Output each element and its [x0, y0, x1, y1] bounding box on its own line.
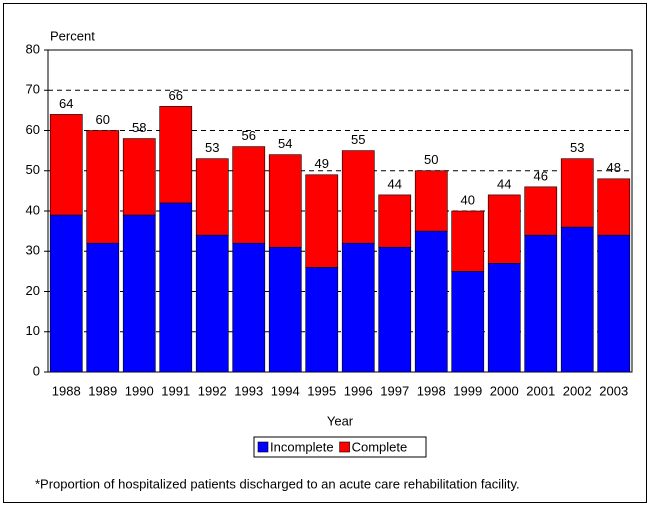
total-label: 53: [205, 140, 219, 155]
bar-segment: [86, 130, 120, 244]
total-label: 40: [461, 192, 475, 207]
y-tick-label: 80: [26, 41, 40, 56]
bar-segment: [451, 210, 485, 272]
bar-segment: [159, 106, 193, 204]
bar-segment: [378, 246, 412, 373]
total-label: 46: [534, 168, 548, 183]
plot-area: [47, 49, 633, 373]
x-tick-label: 1991: [161, 383, 190, 398]
x-tick-label: 2001: [526, 383, 555, 398]
bar-segment: [195, 158, 229, 236]
bar-segment: [414, 230, 448, 373]
bar-segment: [122, 214, 156, 373]
total-label: 60: [96, 112, 110, 127]
bar-segment: [524, 186, 558, 236]
y-tick-label: 60: [26, 122, 40, 137]
bar-segment: [341, 150, 375, 244]
total-label: 49: [315, 156, 329, 171]
x-tick-label: 1988: [52, 383, 81, 398]
x-axis-label: Year: [327, 413, 354, 428]
bar-segment: [268, 246, 302, 373]
y-tick-label: 20: [26, 283, 40, 298]
x-tick-label: 1989: [88, 383, 117, 398]
x-tick-label: 1997: [380, 383, 409, 398]
total-label: 56: [242, 128, 256, 143]
legend-label: Complete: [352, 439, 408, 454]
y-tick-label: 50: [26, 162, 40, 177]
total-label: 50: [424, 152, 438, 167]
total-label: 66: [169, 88, 183, 103]
total-label: 44: [388, 176, 402, 191]
legend-swatch: [339, 441, 350, 453]
bar-segment: [195, 234, 229, 373]
bar-segment: [49, 214, 83, 373]
bar-segment: [159, 202, 193, 373]
bar-segment: [122, 138, 156, 216]
y-tick-label: 40: [26, 202, 40, 217]
bar-segment: [560, 158, 594, 228]
total-label: 58: [132, 120, 146, 135]
bar-segment: [305, 174, 339, 268]
y-tick-label: 30: [26, 243, 40, 258]
bar-segment: [341, 242, 375, 373]
bar-segment: [560, 226, 594, 373]
x-tick-label: 1996: [344, 383, 373, 398]
bar-segment: [378, 194, 412, 248]
bar-segment: [597, 234, 631, 373]
bar-segment: [49, 114, 83, 216]
x-tick-label: 2003: [599, 383, 628, 398]
bar-segment: [305, 267, 339, 373]
bar-segment: [524, 234, 558, 373]
y-tick-label: 10: [26, 323, 40, 338]
x-tick-label: 1998: [417, 383, 446, 398]
total-label: 53: [570, 140, 584, 155]
total-label: 44: [497, 176, 511, 191]
total-label: 48: [607, 160, 621, 175]
y-axis-label: Percent: [50, 28, 95, 43]
legend-swatch: [257, 441, 269, 453]
total-label: 54: [278, 136, 292, 151]
total-label: 64: [59, 96, 73, 111]
x-tick-label: 1994: [271, 383, 300, 398]
bar-segment: [487, 263, 521, 373]
x-tick-label: 1995: [307, 383, 336, 398]
footnote: *Proportion of hospitalized patients dis…: [35, 476, 520, 491]
x-tick-label: 1999: [453, 383, 482, 398]
x-tick-label: 1992: [198, 383, 227, 398]
bar-segment: [86, 242, 120, 373]
bar-segment: [487, 194, 521, 264]
y-tick-label: 0: [33, 363, 40, 378]
bar-segment: [597, 178, 631, 236]
bar-segment: [451, 271, 485, 373]
total-label: 55: [351, 132, 365, 147]
bar-segment: [414, 170, 448, 232]
x-tick-label: 2002: [563, 383, 592, 398]
bar-segment: [268, 154, 302, 248]
legend-label: Incomplete: [270, 439, 334, 454]
x-tick-label: 1993: [234, 383, 263, 398]
x-tick-label: 1990: [125, 383, 154, 398]
y-tick-label: 70: [26, 82, 40, 97]
bar-segment: [232, 146, 266, 244]
x-tick-label: 2000: [490, 383, 519, 398]
bar-segment: [232, 242, 266, 373]
